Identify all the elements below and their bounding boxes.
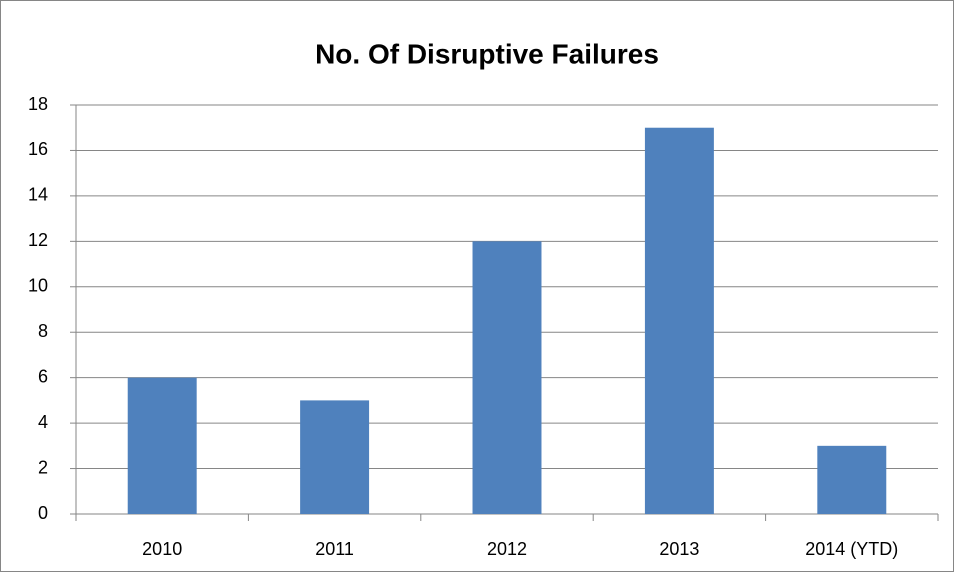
y-tick-label: 0 [38, 503, 48, 523]
y-tick-label: 2 [38, 457, 48, 477]
y-tick-label: 14 [28, 185, 48, 205]
x-tick-label: 2014 (YTD) [805, 539, 898, 559]
bar [127, 377, 197, 514]
bar [817, 445, 887, 514]
x-tick-label: 2013 [659, 539, 699, 559]
x-tick-label: 2011 [315, 539, 354, 559]
x-tick-label: 2012 [487, 539, 527, 559]
y-tick-label: 18 [28, 94, 48, 114]
y-tick-label: 6 [38, 366, 48, 386]
bar [472, 241, 542, 515]
y-tick-label: 8 [38, 321, 48, 341]
x-tick-label: 2010 [142, 539, 182, 559]
y-tick-label: 4 [38, 412, 48, 432]
y-tick-label: 16 [28, 139, 48, 159]
chart-title: No. Of Disruptive Failures [315, 38, 659, 69]
bar [300, 400, 370, 514]
bar [644, 127, 714, 514]
y-tick-label: 10 [28, 276, 48, 296]
y-tick-label: 12 [28, 230, 48, 250]
